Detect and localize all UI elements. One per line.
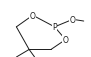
Text: O: O xyxy=(63,35,68,44)
Text: O: O xyxy=(70,16,76,24)
Text: O: O xyxy=(30,12,36,20)
Text: P: P xyxy=(52,23,57,32)
